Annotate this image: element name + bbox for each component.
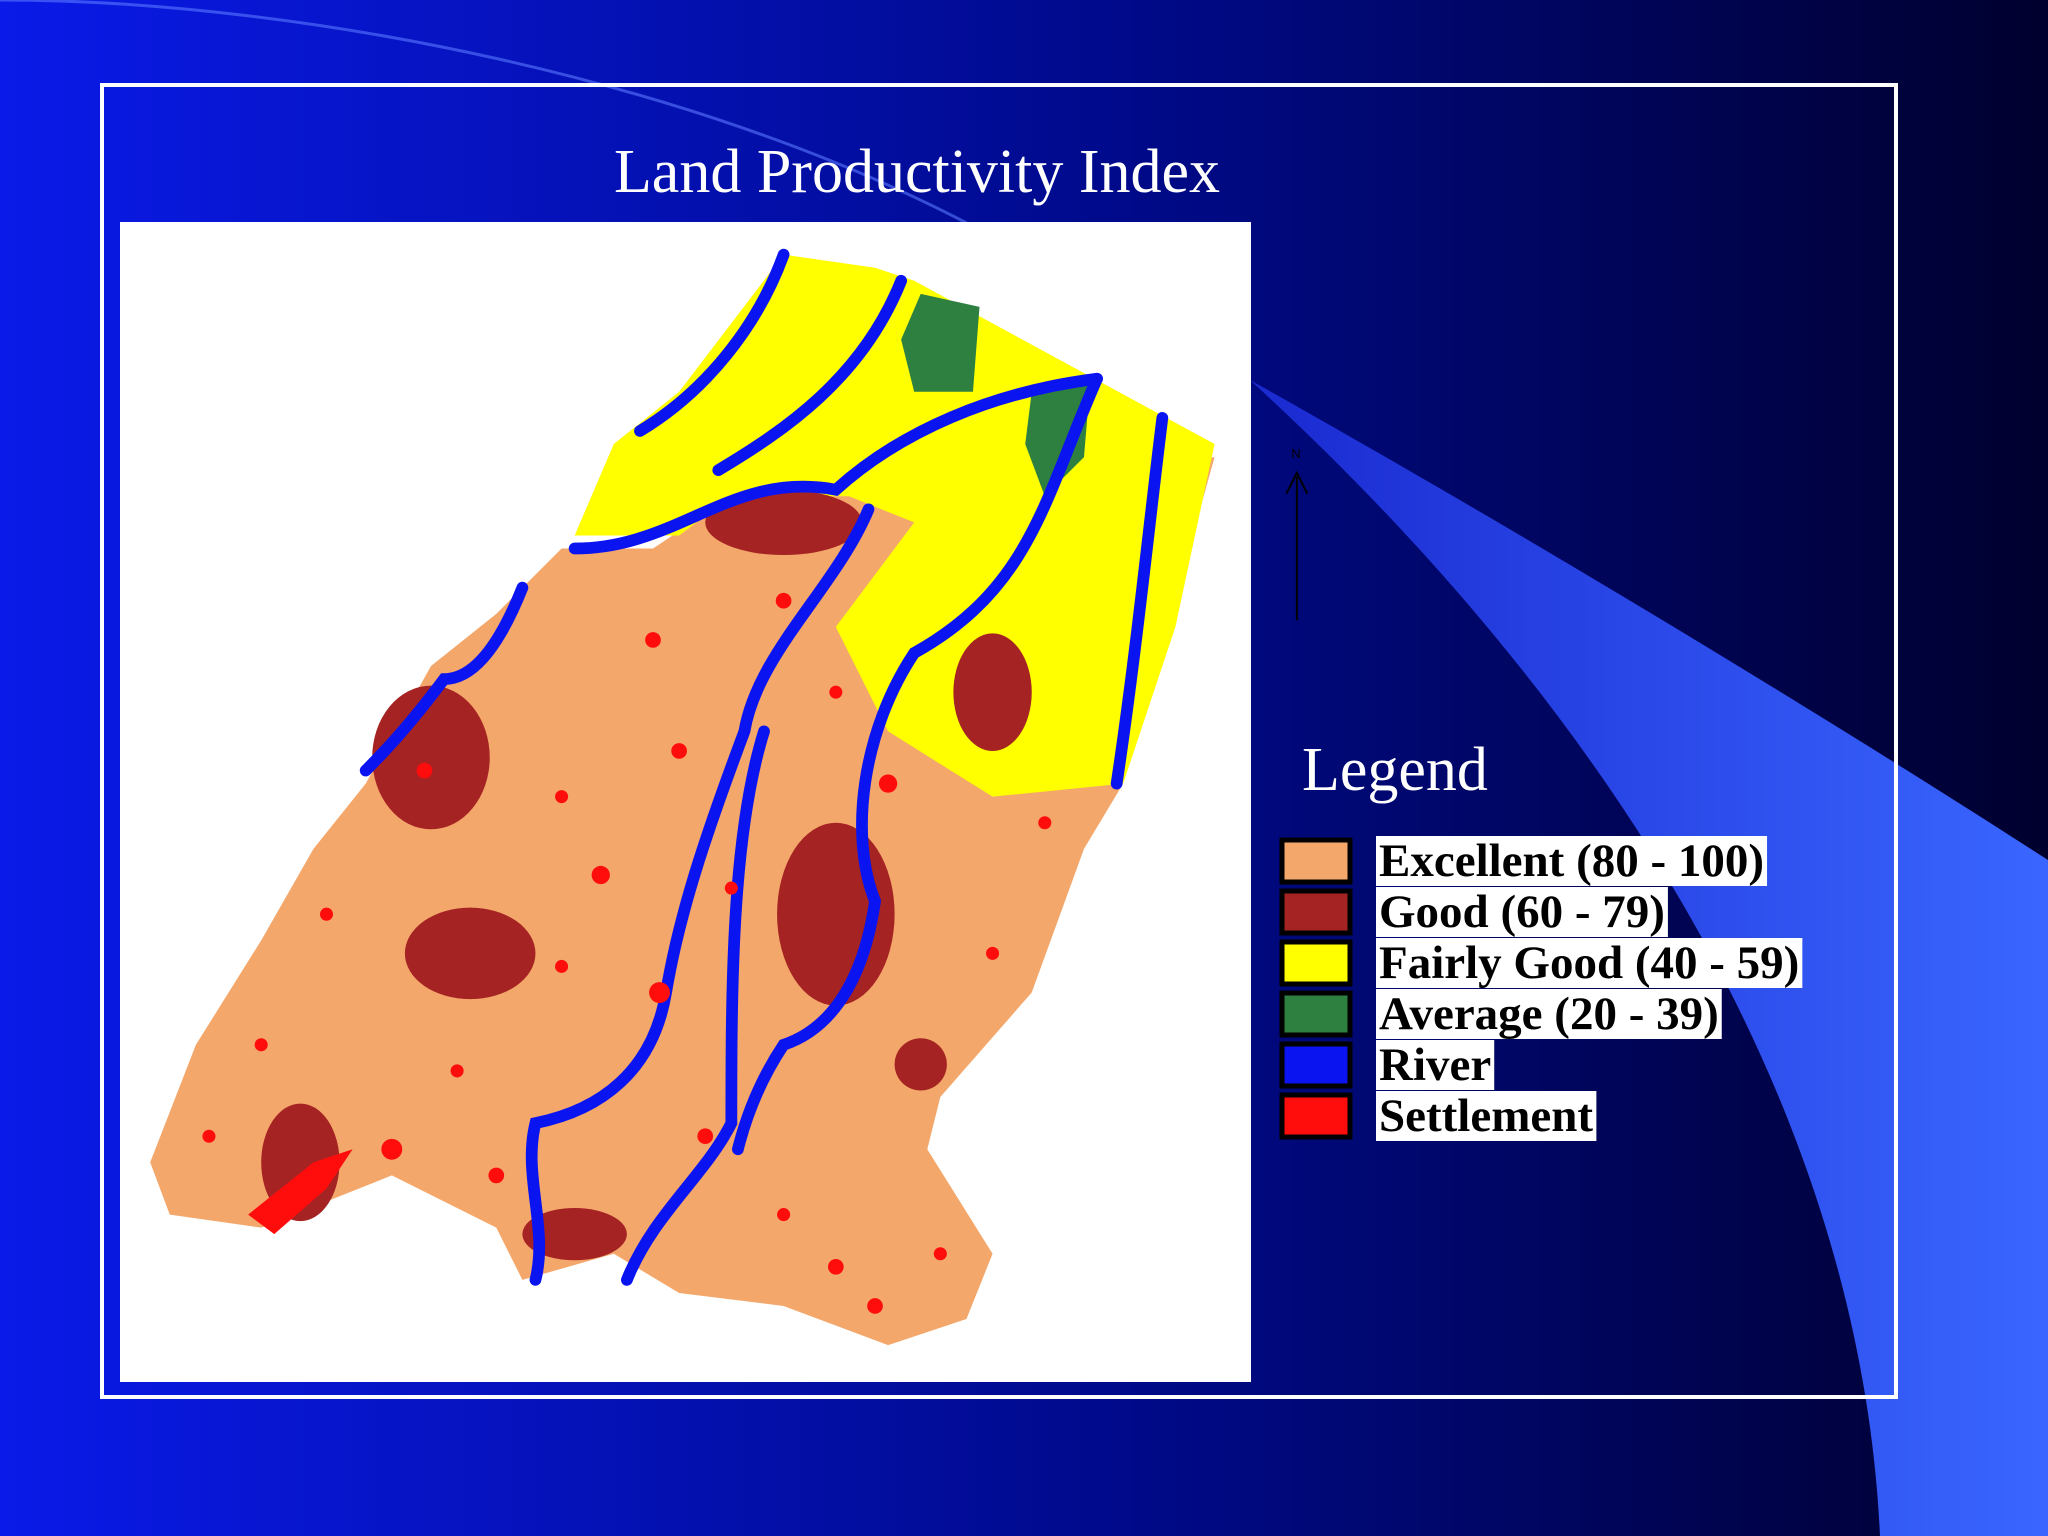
title: Land Productivity Index (614, 138, 1220, 206)
legend-label: Excellent (80 - 100) (1379, 835, 1764, 887)
rivers (359, 248, 1169, 1286)
legend-swatch (1279, 939, 1353, 987)
legend-swatch (1279, 1092, 1353, 1140)
legend-label-bg (1376, 1091, 1597, 1141)
settlements (202, 592, 1052, 1314)
legend-label: Settlement (1379, 1090, 1593, 1142)
legend-swatch (1279, 888, 1353, 936)
north-label: N (1291, 446, 1300, 461)
legend-label: Fairly Good (40 - 59) (1379, 937, 1799, 989)
legend-swatch (1279, 990, 1353, 1038)
legend-label-bg (1376, 1040, 1495, 1090)
frame (100, 83, 1898, 1399)
north-arrow-head (1285, 470, 1309, 495)
legend-label-bg (1376, 989, 1722, 1039)
legend-swatch (1279, 1041, 1353, 1089)
legend: Excellent (80 - 100)Good (60 - 79)Fairly… (1279, 835, 1803, 1142)
legend-label-bg (1376, 938, 1803, 988)
legend-title: Legend (1302, 736, 1488, 804)
swoosh (1250, 380, 2048, 1536)
legend-label-bg (1376, 836, 1768, 886)
arc (0, 0, 981, 232)
legend-label: Good (60 - 79) (1379, 886, 1665, 938)
average-area (901, 293, 980, 392)
map (150, 248, 1309, 1346)
legend-swatch (1279, 837, 1353, 885)
legend-label: River (1379, 1039, 1491, 1091)
good-areas (261, 489, 1032, 1261)
legend-label-bg (1376, 887, 1668, 937)
legend-label: Average (20 - 39) (1379, 988, 1719, 1040)
